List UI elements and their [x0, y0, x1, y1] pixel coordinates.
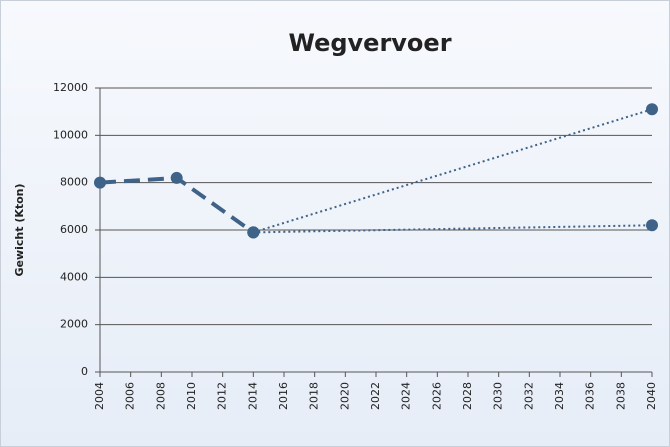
x-tick-label: 2036 — [584, 382, 597, 410]
series-marker — [646, 219, 658, 232]
series-line — [253, 224, 653, 234]
y-tick-label: 4000 — [60, 270, 88, 283]
x-tick-label: 2040 — [645, 382, 658, 410]
x-tick-label: 2010 — [185, 382, 198, 410]
series-marker — [646, 103, 658, 116]
series-marker — [170, 171, 183, 184]
x-tick-label: 2038 — [614, 382, 627, 410]
x-tick-label: 2004 — [93, 382, 106, 410]
y-tick-label: 12000 — [53, 81, 88, 94]
y-tick-label: 8000 — [60, 176, 88, 189]
x-tick-label: 2028 — [461, 382, 474, 410]
x-tick-label: 2018 — [308, 382, 321, 410]
x-tick-label: 2030 — [492, 382, 505, 410]
x-tick-label: 2034 — [553, 382, 566, 410]
series-marker — [94, 176, 106, 189]
x-tick-label: 2016 — [277, 382, 290, 410]
x-tick-label: 2022 — [369, 382, 382, 410]
chart-title: Wegvervoer — [288, 29, 451, 57]
y-tick-label: 10000 — [53, 128, 88, 141]
x-tick-label: 2024 — [400, 382, 413, 410]
y-tick-label: 2000 — [60, 318, 88, 331]
y-tick-label: 6000 — [60, 223, 88, 236]
y-tick-label: 0 — [81, 365, 88, 378]
x-tick-label: 2012 — [216, 382, 229, 410]
x-tick-label: 2026 — [430, 382, 443, 410]
x-tick-label: 2032 — [522, 382, 535, 410]
y-axis-label: Gewicht (Kton) — [13, 183, 26, 276]
x-tick-label: 2008 — [154, 382, 167, 410]
series-marker — [247, 226, 260, 239]
x-tick-label: 2006 — [124, 382, 137, 410]
x-tick-label: 2020 — [338, 382, 351, 410]
x-tick-label: 2014 — [246, 382, 259, 410]
